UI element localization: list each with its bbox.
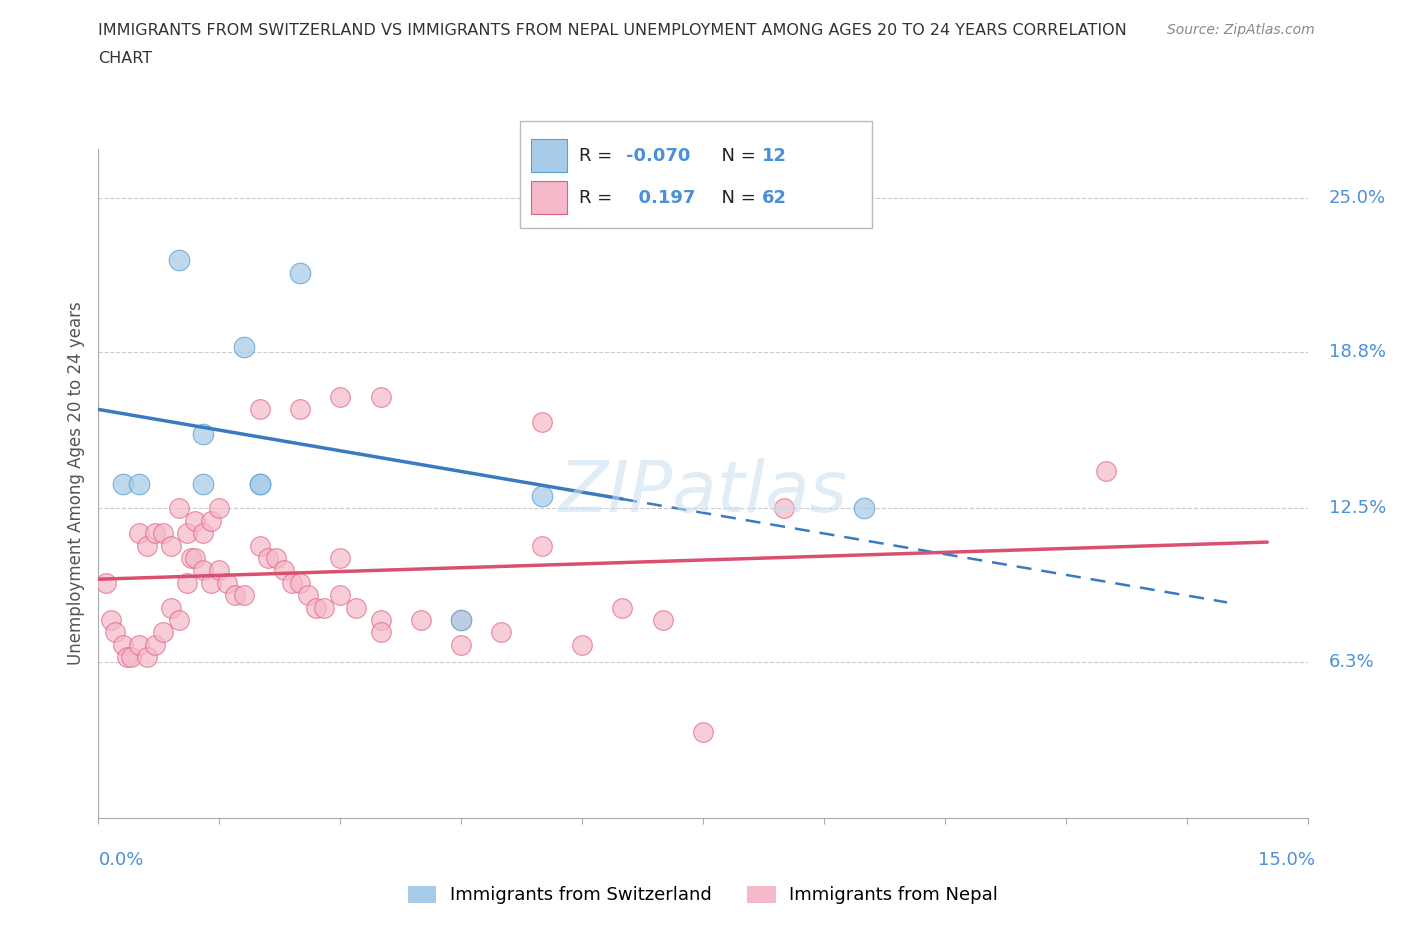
Point [288,576,311,591]
Point [772,501,794,516]
Point [103,625,125,640]
Point [96,576,118,591]
Point [329,588,352,603]
Text: IMMIGRANTS FROM SWITZERLAND VS IMMIGRANTS FROM NEPAL UNEMPLOYMENT AMONG AGES 20 : IMMIGRANTS FROM SWITZERLAND VS IMMIGRANT… [98,23,1128,38]
Text: 25.0%: 25.0% [1329,190,1386,207]
Text: 0.197: 0.197 [626,189,695,206]
Legend: Immigrants from Switzerland, Immigrants from Nepal: Immigrants from Switzerland, Immigrants … [401,879,1005,911]
Point [370,613,392,628]
Point [450,637,472,652]
Text: R =: R = [579,189,619,206]
Point [329,390,352,405]
Point [224,588,246,603]
Point [692,724,714,739]
Text: CHART: CHART [98,51,152,66]
Point [530,538,553,553]
Text: R =: R = [579,147,619,165]
Point [297,588,319,603]
Text: 15.0%: 15.0% [1257,851,1315,869]
Point [111,476,134,491]
Point [249,402,271,417]
Point [409,613,432,628]
Point [120,650,142,665]
Point [184,551,207,565]
Text: ZIPatlas: ZIPatlas [558,458,848,527]
Point [273,563,295,578]
Point [329,551,352,565]
Point [180,551,202,565]
Point [288,402,311,417]
Point [217,576,239,591]
Point [167,253,190,268]
Point [232,339,254,354]
Text: 6.3%: 6.3% [1329,653,1375,671]
Point [491,625,513,640]
Point [143,525,166,540]
Point [249,538,271,553]
Point [370,390,392,405]
Point [208,501,231,516]
Point [143,637,166,652]
Point [314,600,336,615]
Point [200,576,222,591]
Text: N =: N = [710,147,762,165]
Point [176,576,198,591]
Point [176,525,198,540]
Text: 12: 12 [762,147,787,165]
Text: 18.8%: 18.8% [1329,343,1386,361]
Point [184,513,207,528]
Point [232,588,254,603]
Point [264,551,287,565]
Point [167,613,190,628]
Point [530,414,553,429]
Y-axis label: Unemployment Among Ages 20 to 24 years: Unemployment Among Ages 20 to 24 years [66,301,84,666]
Point [281,576,304,591]
Point [193,427,215,442]
Point [200,513,222,528]
Point [100,613,122,628]
Point [167,501,190,516]
Point [450,613,472,628]
Point [288,265,311,280]
Point [256,551,278,565]
Point [160,600,183,615]
Text: -0.070: -0.070 [626,147,690,165]
Point [208,563,231,578]
Point [193,476,215,491]
Point [152,525,174,540]
Point [128,525,150,540]
Point [571,637,593,652]
Point [530,488,553,503]
Point [135,650,157,665]
Point [111,637,134,652]
Point [152,625,174,640]
Point [128,476,150,491]
Text: Source: ZipAtlas.com: Source: ZipAtlas.com [1167,23,1315,37]
Point [249,476,271,491]
Point [370,625,392,640]
Point [193,525,215,540]
Point [135,538,157,553]
Point [160,538,183,553]
Text: 0.0%: 0.0% [98,851,143,869]
Point [344,600,367,615]
Point [853,501,876,516]
Point [249,476,271,491]
Point [651,613,673,628]
Point [1095,464,1118,479]
Text: 12.5%: 12.5% [1329,499,1386,517]
Point [128,637,150,652]
Point [612,600,634,615]
Point [305,600,328,615]
Point [115,650,138,665]
Text: N =: N = [710,189,762,206]
Point [450,613,472,628]
Point [193,563,215,578]
Text: 62: 62 [762,189,787,206]
